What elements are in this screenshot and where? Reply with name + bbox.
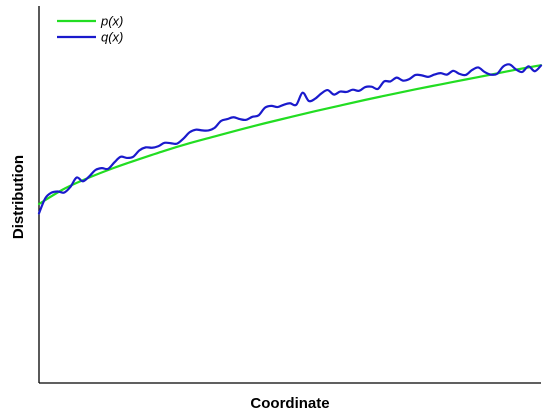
y-axis-title: Distribution <box>10 155 27 239</box>
series-line-p <box>37 64 543 206</box>
legend-label-p: p(x) <box>100 14 123 29</box>
legend-label-q: q(x) <box>101 30 123 45</box>
series-line-q <box>37 63 543 215</box>
legend: p(x) q(x) <box>57 14 123 45</box>
x-axis-title: Coordinate <box>250 395 329 412</box>
